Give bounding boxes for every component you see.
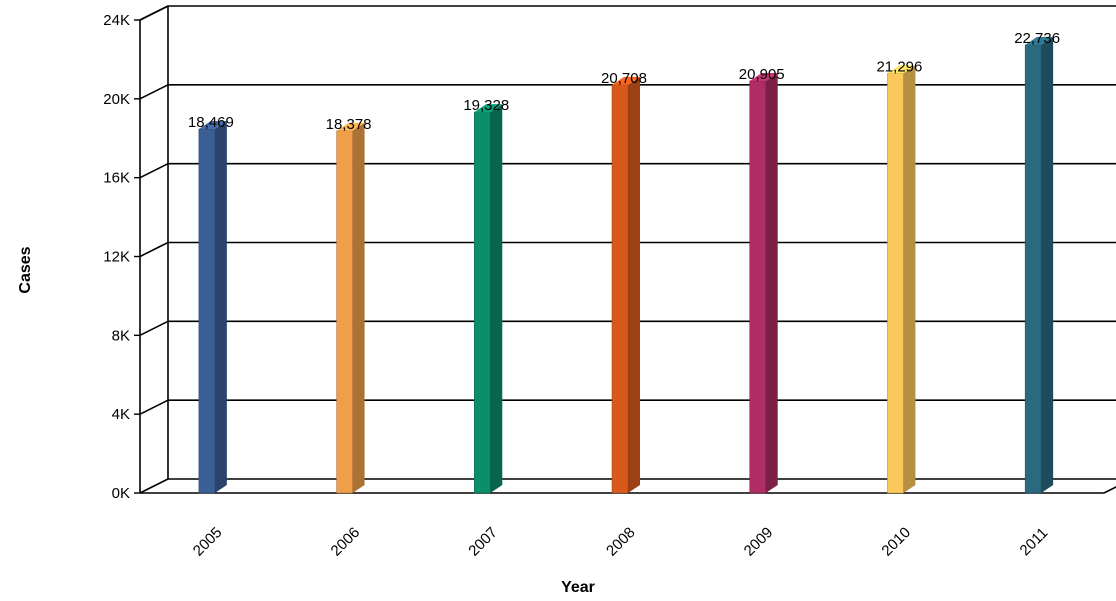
bar-2005 (198, 128, 216, 494)
x-tick-label: 2011 (1017, 524, 1052, 559)
bar-side-2007 (490, 104, 503, 493)
x-tick-label: 2008 (603, 524, 639, 560)
bar-2008 (611, 84, 629, 494)
gridline-side (139, 320, 169, 337)
gridline-side (139, 478, 169, 494)
bar-2009 (749, 80, 766, 494)
floor-right-edge (1103, 486, 1116, 494)
bar-side-2009 (765, 72, 778, 494)
x-tick-label: 2007 (465, 524, 501, 560)
y-tick-label: 24K (103, 12, 130, 29)
bars (198, 36, 1054, 494)
x-axis-ticks: 2005 2006 2007 2008 2009 2010 2011 (190, 524, 1052, 560)
y-axis-title: Cases (17, 246, 34, 293)
bar-2007 (474, 111, 491, 494)
bar-side-2010 (903, 65, 916, 494)
y-tick-label: 4K (112, 406, 130, 423)
y-tick-label: 0K (112, 485, 130, 502)
bar-top-2006 (336, 122, 365, 131)
data-label-2006: 18,378 (326, 116, 372, 133)
bar-top-2010 (887, 65, 916, 74)
bar-top-2007 (474, 104, 503, 113)
bar-top-2009 (749, 72, 778, 81)
bar-2006 (336, 130, 353, 494)
data-label-2008: 20,708 (601, 70, 647, 87)
y-axis-ticks: 0K 4K 8K 12K 16K 20K 24K (103, 12, 130, 502)
bar-side-2006 (352, 122, 365, 494)
x-tick-label: 2010 (878, 524, 914, 560)
data-label-2010: 21,296 (876, 58, 922, 75)
y-tick-label: 20K (103, 91, 130, 108)
x-tick-label: 2006 (328, 524, 364, 560)
y-tick-label: 16K (103, 170, 130, 187)
x-tick-label: 2009 (741, 524, 777, 560)
bar-side-2005 (214, 121, 227, 494)
x-axis-title: Year (561, 579, 595, 596)
data-label-2011: 22,736 (1014, 30, 1060, 47)
data-labels: 18,469 18,378 19,328 20,708 20,905 21,296 22,7… (188, 30, 1060, 133)
gridline-side (139, 84, 169, 100)
bar-side-2011 (1041, 36, 1054, 493)
top-side-edge (139, 5, 169, 21)
gridline-side (139, 241, 169, 258)
data-label-2005: 18,469 (188, 114, 234, 131)
bar-2011 (1024, 44, 1042, 494)
grid-lines (139, 5, 1116, 494)
y-tick-label: 8K (112, 327, 130, 344)
bar-side-2008 (628, 76, 640, 494)
data-label-2007: 19,328 (463, 97, 509, 114)
bar-top-2011 (1025, 36, 1054, 45)
bar-top-2005 (198, 121, 227, 130)
y-tick-label: 12K (103, 249, 130, 266)
gridline-side (139, 399, 169, 415)
gridline-side (139, 162, 169, 179)
data-label-2009: 20,905 (739, 66, 785, 83)
x-tick-label: 2005 (190, 524, 226, 560)
bar-top-2008 (612, 76, 640, 85)
bar-2010 (887, 73, 904, 494)
